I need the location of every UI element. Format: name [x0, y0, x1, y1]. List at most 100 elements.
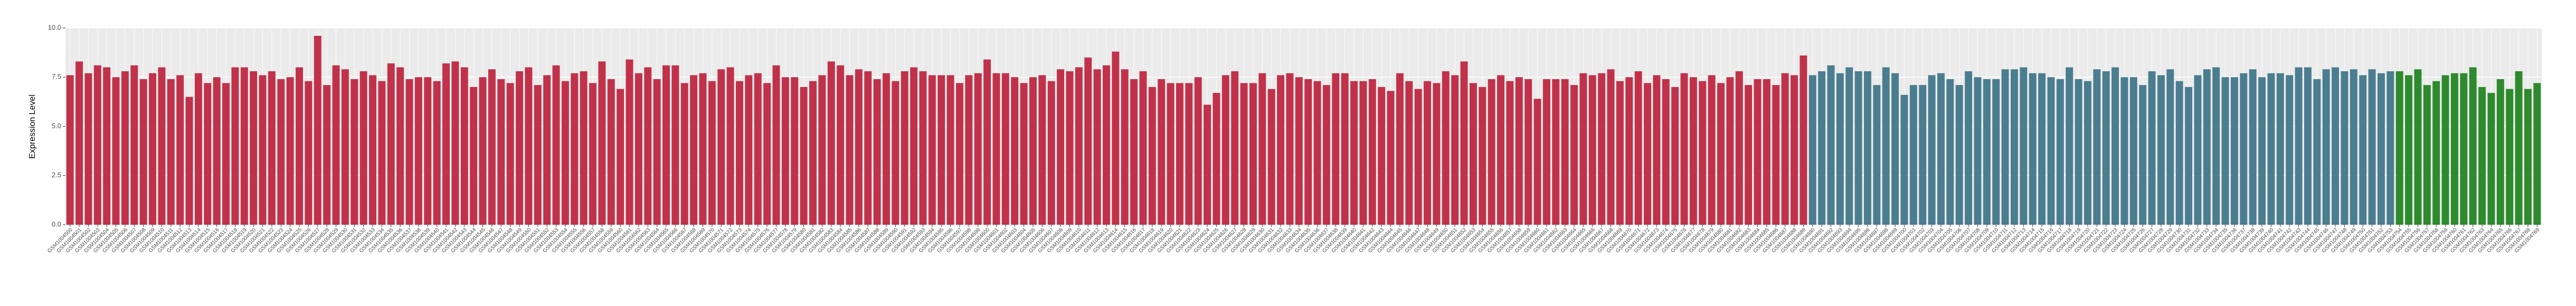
- bar: [405, 79, 413, 225]
- bar: [2359, 75, 2367, 225]
- bar: [2378, 73, 2385, 225]
- bar: [2441, 75, 2449, 225]
- bar: [139, 79, 147, 225]
- bar: [2194, 75, 2202, 225]
- bar: [1194, 77, 1202, 225]
- bar: [1671, 87, 1679, 225]
- bar: [2029, 73, 2037, 225]
- bar: [571, 73, 579, 225]
- bar: [2286, 75, 2294, 225]
- bar: [1057, 69, 1065, 225]
- bar: [277, 79, 285, 225]
- bar: [1735, 71, 1743, 225]
- bar: [2267, 73, 2275, 225]
- bar: [2249, 69, 2257, 225]
- bar: [662, 65, 670, 225]
- bar: [791, 77, 799, 225]
- bar: [1130, 79, 1138, 225]
- bar: [1442, 71, 1450, 225]
- bar: [2166, 69, 2174, 225]
- bar: [1983, 79, 1991, 225]
- bar: [1451, 75, 1459, 225]
- bar: [433, 81, 441, 225]
- bar: [1974, 77, 1982, 225]
- bar: [516, 71, 523, 225]
- y-tick-label: 2.5: [52, 171, 61, 179]
- bar: [2450, 73, 2458, 225]
- bar: [781, 77, 789, 225]
- bar: [1515, 77, 1523, 225]
- bar: [1304, 79, 1312, 225]
- bar: [598, 61, 606, 225]
- bar: [892, 81, 899, 225]
- bar: [1011, 77, 1019, 225]
- bar: [2020, 67, 2028, 225]
- bar: [497, 79, 505, 225]
- bar: [1066, 71, 1074, 225]
- bar: [1900, 94, 1908, 225]
- bar: [626, 59, 633, 225]
- bar: [396, 67, 404, 225]
- bar: [690, 75, 698, 225]
- bar: [1745, 85, 1753, 225]
- bar: [1653, 75, 1661, 225]
- y-axis-label: Expression Level: [28, 94, 37, 159]
- bar: [2341, 71, 2348, 225]
- bar: [1204, 104, 1211, 225]
- bar: [2148, 71, 2156, 225]
- bar: [1295, 77, 1303, 225]
- bar: [1791, 75, 1798, 225]
- bar: [1928, 75, 1936, 225]
- bar: [1469, 83, 1477, 225]
- bar: [1167, 83, 1175, 225]
- bar: [470, 87, 478, 225]
- bar: [1827, 65, 1835, 225]
- bar: [1772, 85, 1780, 225]
- bar: [617, 89, 624, 225]
- bar: [1937, 73, 1945, 225]
- bar: [754, 73, 762, 225]
- bar: [2496, 79, 2504, 225]
- bar: [2075, 79, 2082, 225]
- bar: [561, 81, 569, 225]
- bar: [910, 67, 918, 225]
- bar: [745, 75, 753, 225]
- bar: [378, 81, 386, 225]
- bar: [1800, 55, 1807, 225]
- bar: [149, 73, 157, 225]
- bar: [2047, 77, 2055, 225]
- y-tick-label: 10.0: [48, 23, 61, 31]
- bar: [580, 71, 588, 225]
- bar: [965, 75, 973, 225]
- bar: [194, 73, 202, 225]
- bar: [1644, 83, 1651, 225]
- bar: [1680, 73, 1688, 225]
- bar: [2129, 77, 2137, 225]
- bar: [1717, 83, 1725, 225]
- bar: [1808, 75, 1816, 225]
- bar: [837, 65, 845, 225]
- bar: [2038, 73, 2046, 225]
- bar: [84, 73, 92, 225]
- bar: [983, 59, 991, 225]
- bar: [442, 63, 450, 225]
- bar: [1607, 69, 1615, 225]
- bar: [1093, 69, 1101, 225]
- bar: [451, 61, 459, 225]
- bar: [1121, 69, 1129, 225]
- bar: [1579, 73, 1587, 225]
- bar: [1103, 65, 1110, 225]
- bar: [974, 73, 982, 225]
- bar: [341, 69, 349, 225]
- bar: [2066, 67, 2073, 225]
- bar: [2487, 93, 2495, 225]
- y-tick-label: 7.5: [52, 73, 61, 81]
- bar: [1176, 83, 1183, 225]
- bar: [2432, 81, 2440, 225]
- bar: [1001, 73, 1009, 225]
- bar: [2093, 69, 2101, 225]
- bar: [736, 81, 743, 225]
- bar: [2515, 71, 2523, 225]
- bar: [2506, 89, 2514, 225]
